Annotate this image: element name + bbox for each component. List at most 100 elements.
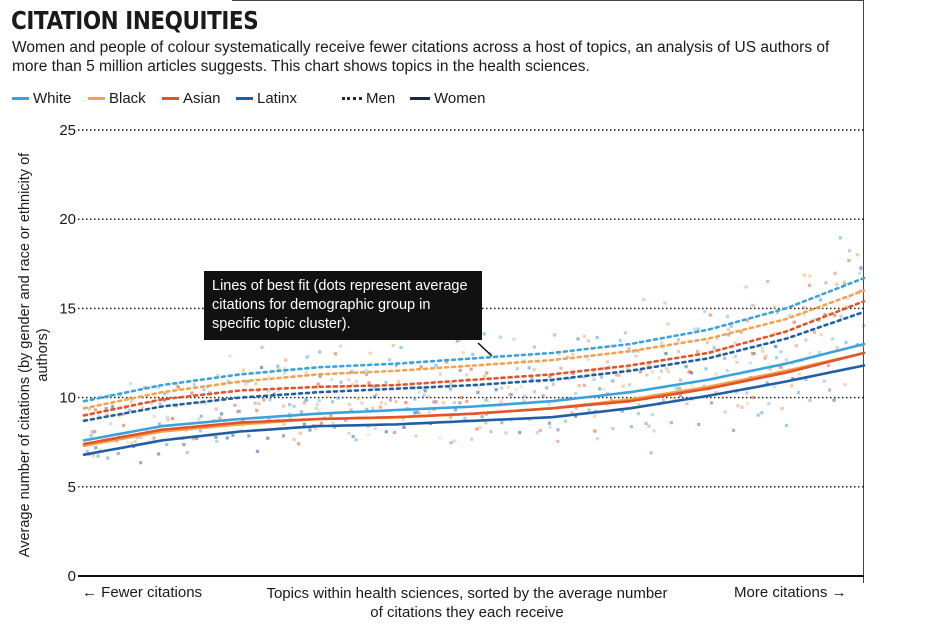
scatter-dot <box>218 416 222 420</box>
scatter-dot <box>455 339 459 343</box>
x-axis-left-label: ← Fewer citations <box>82 584 203 601</box>
legend-label-women: Women <box>434 90 486 107</box>
scatter-dot <box>202 388 206 392</box>
scatter-dot <box>839 315 843 319</box>
scatter-dot <box>637 340 641 344</box>
scatter-dot <box>276 389 281 393</box>
scatter-dot <box>257 402 261 406</box>
scatter-dot <box>519 385 523 389</box>
scatter-dot <box>833 271 837 275</box>
scatter-dot <box>441 401 445 405</box>
scatter-dot <box>842 280 846 284</box>
scatter-dot <box>679 393 683 398</box>
scatter-dot <box>532 345 537 349</box>
scatter-dot <box>807 283 812 288</box>
y-tick-label: 5 <box>68 479 76 496</box>
scatter-dot <box>458 368 462 372</box>
scatter-dot <box>366 433 370 437</box>
scatter-dot <box>636 349 640 353</box>
scatter-dot <box>763 356 767 360</box>
scatter-dot <box>254 382 258 386</box>
scatter-dot <box>692 327 697 331</box>
scatter-dot <box>356 397 360 401</box>
scatter-dot <box>413 411 417 415</box>
scatter-dot <box>330 385 335 389</box>
scatter-dot <box>548 374 552 378</box>
scatter-dot <box>647 424 651 428</box>
legend-swatch-women <box>410 97 430 100</box>
scatter-dot <box>317 398 321 403</box>
scatter-dot <box>284 358 288 362</box>
scatter-dot <box>121 412 125 416</box>
scatter-dot <box>650 413 655 417</box>
scatter-dot <box>830 337 835 341</box>
scatter-dot <box>89 433 93 438</box>
scatter-dot <box>702 384 706 388</box>
scatter-dot <box>384 380 388 385</box>
scatter-dot <box>715 336 719 340</box>
scatter-dot <box>745 391 749 395</box>
fit-line-latinx-men <box>82 310 866 423</box>
scatter-dot <box>244 382 248 386</box>
scatter-dot <box>729 324 733 328</box>
scatter-dot <box>238 410 242 414</box>
scatter-dot <box>790 384 794 388</box>
scatter-dot <box>574 406 578 410</box>
scatter-dot <box>808 274 812 278</box>
scatter-dot <box>226 379 230 384</box>
scatter-dot <box>859 266 863 270</box>
scatter-dot <box>740 405 744 409</box>
scatter-dot <box>214 435 218 440</box>
scatter-dot <box>339 380 343 384</box>
scatter-dot <box>669 421 673 425</box>
scatter-dot <box>642 297 646 302</box>
scatter-dot <box>402 425 406 429</box>
scatter-dot <box>723 410 727 414</box>
scatter-dot <box>605 391 610 395</box>
scatter-dot <box>544 386 549 390</box>
scatter-dot <box>419 365 423 369</box>
fit-lines <box>82 276 866 457</box>
scatter-dot <box>125 440 129 445</box>
scatter-dot <box>396 380 401 384</box>
scatter-dot <box>268 416 272 421</box>
fit-line-asian-men <box>82 299 866 417</box>
scatter-dot <box>364 372 369 377</box>
scatter-dot <box>835 346 839 350</box>
scatter-dot <box>303 398 307 402</box>
scatter-dot <box>208 395 212 399</box>
scatter-dot <box>509 392 513 397</box>
scatter-dot <box>838 236 842 240</box>
scatter-dot <box>714 390 718 395</box>
scatter-dot <box>458 338 462 342</box>
scatter-dot <box>465 399 469 404</box>
scatter-dot <box>288 412 292 416</box>
scatter-dot <box>734 390 738 394</box>
scatter-dot <box>582 383 587 387</box>
scatter-dot <box>760 411 764 415</box>
scatter-dot <box>182 443 186 447</box>
scatter-dot <box>166 418 170 422</box>
annotation-box: Lines of best fit (dots represent averag… <box>204 271 482 340</box>
chart-subtitle: Women and people of colour systematicall… <box>12 39 830 75</box>
scatter-dot <box>647 363 651 367</box>
scatter-dot <box>847 249 852 253</box>
scatter-dot <box>858 289 862 293</box>
scatter-dot <box>255 408 259 413</box>
scatter-dot <box>347 403 352 407</box>
scatter-dot <box>93 408 98 412</box>
scatter-dot <box>157 452 161 456</box>
scatter-dot <box>379 401 384 405</box>
scatter-dot <box>216 373 220 378</box>
scatter-dot <box>197 417 201 421</box>
scatter-dot <box>267 375 271 379</box>
scatter-dot <box>547 402 551 406</box>
legend-swatch-men <box>342 97 362 100</box>
scatter-dot <box>826 363 831 368</box>
scatter-dot <box>344 418 348 422</box>
legend-label-latinx: Latinx <box>257 90 298 107</box>
scatter-dot <box>636 412 640 416</box>
scatter-dot <box>480 415 484 419</box>
scatter-dot <box>415 410 420 414</box>
